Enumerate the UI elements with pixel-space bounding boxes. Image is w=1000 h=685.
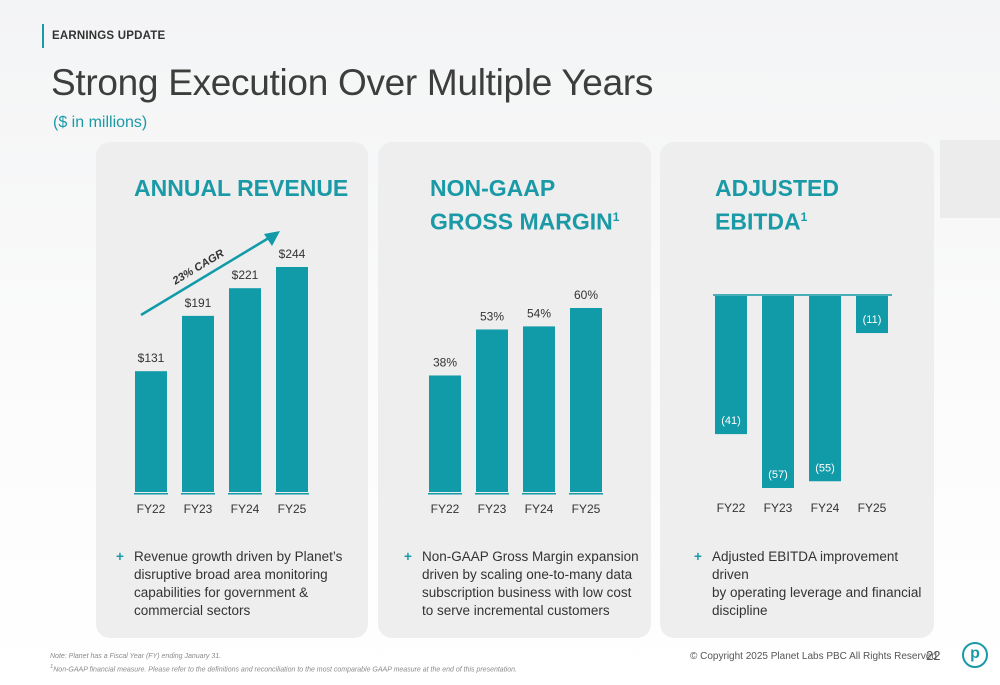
ebitda-panel-title: ADJUSTED EBITDA1 — [715, 174, 934, 237]
revenue-panel: ANNUAL REVENUE $131 FY22 $191 FY23 $221 FY24 $… — [96, 142, 368, 638]
category-label: FY25 — [572, 502, 601, 516]
category-label: FY25 — [278, 502, 307, 516]
plus-icon: + — [116, 549, 124, 564]
category-label: FY23 — [764, 501, 793, 515]
data-label: $244 — [279, 247, 306, 261]
bar — [715, 296, 747, 435]
footnote-marker: 1 — [800, 210, 808, 224]
bar — [570, 308, 602, 492]
data-label: 38% — [433, 355, 457, 369]
footnote-line: Non-GAAP financial measure. Please refer… — [53, 666, 517, 674]
ebitda-panel: ADJUSTED EBITDA1 (41) FY22 (57) FY23 (55) FY2… — [660, 142, 934, 638]
planet-logo: p — [962, 642, 988, 668]
copyright: © Copyright 2025 Planet Labs PBC All Rig… — [690, 651, 937, 662]
bar — [182, 315, 214, 492]
gross-margin-title-line: NON-GAAP — [430, 175, 556, 201]
baseline-tick — [228, 493, 262, 495]
bar — [429, 375, 461, 492]
bar — [229, 288, 261, 492]
baseline-tick — [428, 493, 462, 495]
baseline-tick — [134, 493, 168, 495]
revenue-bullet-line: capabilities for government & — [134, 585, 309, 600]
ebitda-bullet-line: Adjusted EBITDA improvement driven — [712, 549, 899, 582]
data-label: (11) — [863, 314, 882, 326]
gross-margin-bullet-line: to serve incremental customers — [422, 603, 610, 618]
category-label: FY22 — [137, 502, 166, 516]
data-label: $221 — [232, 268, 259, 282]
data-label: 54% — [527, 306, 551, 320]
bar — [523, 326, 555, 492]
baseline-tick — [569, 493, 603, 495]
bar — [809, 296, 841, 482]
revenue-title-line: ANNUAL REVENUE — [134, 175, 349, 201]
baseline-tick — [181, 493, 215, 495]
data-label: (55) — [815, 462, 835, 474]
data-label: (57) — [768, 469, 788, 481]
footnote-marker: 1 — [612, 210, 620, 224]
baseline-tick — [475, 493, 509, 495]
gross-margin-bullet-line: Non-GAAP Gross Margin expansion — [422, 549, 639, 564]
revenue-bullet-line: disruptive broad area monitoring — [134, 567, 328, 582]
plus-icon: + — [404, 549, 412, 564]
bar — [135, 371, 167, 492]
corner-decoration — [940, 140, 1000, 218]
category-label: FY22 — [431, 502, 460, 516]
data-label: $131 — [138, 351, 165, 365]
revenue-bullet-line: commercial sectors — [134, 603, 251, 618]
ebitda-bullet-line: discipline — [712, 603, 768, 618]
gross-margin-title-line: GROSS MARGIN — [430, 208, 613, 235]
category-label: FY24 — [231, 502, 260, 516]
category-label: FY24 — [811, 501, 840, 515]
revenue-bullet: + Revenue growth driven by Planet’s disr… — [116, 548, 359, 620]
cagr-arrow-line — [140, 234, 273, 317]
category-label: FY22 — [717, 501, 746, 515]
ebitda-chart: (41) FY22 (57) FY23 (55) FY24 (11) FY25 — [713, 294, 892, 515]
data-label: (41) — [721, 415, 741, 427]
bar — [856, 296, 888, 334]
ebitda-bullet-line: by operating leverage and financial — [712, 585, 922, 600]
section-eyebrow: EARNINGS UPDATE — [42, 24, 165, 48]
gross-margin-panel: NON-GAAP GROSS MARGIN1 38% FY22 53% FY23 54%… — [378, 142, 651, 638]
gross-margin-chart: 38% FY22 53% FY23 54% FY24 60% FY25 — [428, 288, 603, 516]
data-label: 60% — [574, 288, 598, 302]
gross-margin-bullet-line: subscription business with low cost — [422, 585, 632, 600]
footnote-line: Note: Planet has a Fiscal Year (FY) endi… — [50, 653, 222, 660]
category-label: FY23 — [184, 502, 213, 516]
category-label: FY24 — [525, 502, 554, 516]
bar — [476, 329, 508, 492]
page-subtitle: ($ in millions) — [53, 114, 148, 131]
category-label: FY25 — [858, 501, 887, 515]
baseline-tick — [522, 493, 556, 495]
bar — [762, 296, 794, 488]
plus-icon: + — [694, 549, 702, 564]
cagr-arrow-head — [264, 231, 280, 246]
footnotes: Note: Planet has a Fiscal Year (FY) endi… — [50, 652, 517, 675]
baseline-tick — [275, 493, 309, 495]
page-number: 22 — [926, 648, 941, 663]
ebitda-bullet: + Adjusted EBITDA improvement driven by … — [694, 548, 932, 620]
category-label: FY23 — [478, 502, 507, 516]
data-label: 53% — [480, 309, 504, 323]
gross-margin-panel-title: NON-GAAP GROSS MARGIN1 — [430, 174, 619, 237]
gross-margin-bullet: + Non-GAAP Gross Margin expansion driven… — [404, 548, 647, 620]
gross-margin-bullet-line: driven by scaling one-to-many data — [422, 567, 633, 582]
ebitda-title-line: ADJUSTED EBITDA — [715, 175, 839, 235]
revenue-bullet-line: Revenue growth driven by Planet’s — [134, 549, 343, 564]
data-label: $191 — [185, 296, 212, 310]
footnote-marker: 1 — [50, 664, 54, 670]
page-title: Strong Execution Over Multiple Years — [51, 62, 654, 103]
revenue-panel-title: ANNUAL REVENUE — [134, 174, 348, 203]
bar — [276, 267, 308, 492]
